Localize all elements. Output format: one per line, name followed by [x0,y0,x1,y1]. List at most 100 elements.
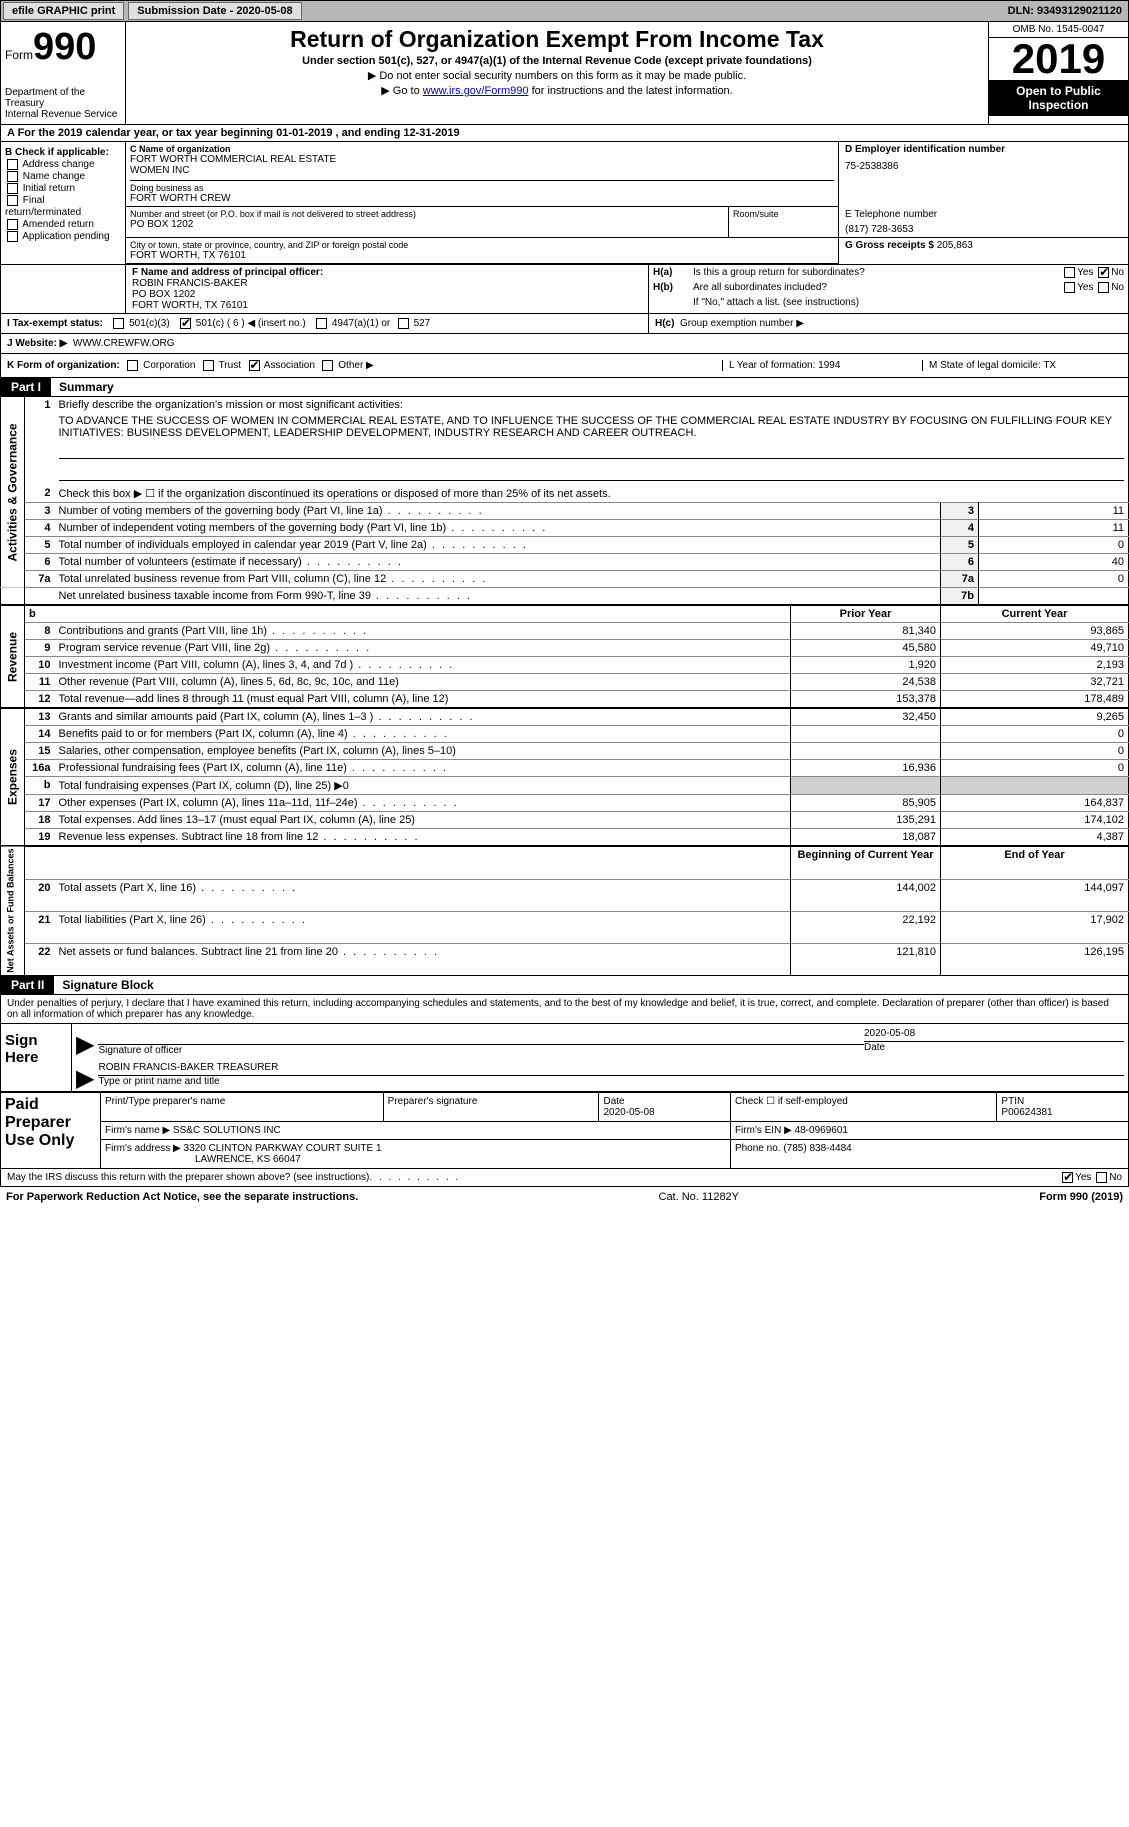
line16b-prior [791,777,941,795]
line12-num: 12 [25,691,55,709]
part2-header-row: Part II Signature Block [0,976,1129,995]
dln-label: DLN: 93493129021120 [1008,5,1128,17]
chk-application-pending[interactable]: Application pending [5,231,121,242]
box-hc: H(c) Group exemption number ▶ [648,314,1128,333]
chk-name-change[interactable]: Name change [5,171,121,182]
line5-text: Total number of individuals employed in … [59,539,427,551]
line17-num: 17 [25,795,55,812]
line16a-curr: 0 [941,760,1129,777]
line17-prior: 85,905 [791,795,941,812]
line18-text: Total expenses. Add lines 13–17 (must eq… [59,814,415,826]
irs-link[interactable]: www.irs.gov/Form990 [423,85,529,97]
current-year-hdr: Current Year [941,605,1129,623]
line20-curr: 144,097 [941,879,1129,911]
tax-year-line: A For the 2019 calendar year, or tax yea… [0,125,1129,142]
header-mid: Return of Organization Exempt From Incom… [126,22,988,124]
street-value: PO BOX 1202 [130,219,724,230]
part2-title: Signature Block [54,976,161,994]
line16b-curr [941,777,1129,795]
line1-text: Briefly describe the organization's miss… [55,397,1129,413]
org-name-cell: C Name of organization FORT WORTH COMMER… [126,142,838,207]
dba-label: Doing business as [130,183,834,193]
line16b-text: Total fundraising expenses (Part IX, col… [59,780,349,792]
chk-final-return[interactable]: Final return/terminated [5,195,121,217]
line10-prior: 1,920 [791,657,941,674]
efile-print-button[interactable]: efile GRAPHIC print [3,2,124,20]
goto-line: ▶ Go to www.irs.gov/Form990 for instruct… [130,84,984,97]
line14-num: 14 [25,726,55,743]
line13-text: Grants and similar amounts paid (Part IX… [59,711,374,723]
irs-label: Internal Revenue Service [5,109,121,120]
prep-ptin-cell: PTINP00624381 [997,1093,1129,1122]
sign-here-label: Sign Here [1,1024,71,1091]
prep-name-label: Print/Type preparer's name [101,1093,384,1122]
gross-receipts-value: 205,863 [937,240,973,251]
submission-date-button[interactable]: Submission Date - 2020-05-08 [128,2,301,20]
form-title: Return of Organization Exempt From Incom… [130,26,984,53]
ha-no-checkbox[interactable] [1098,267,1109,278]
block-fh: F Name and address of principal officer:… [0,264,1129,314]
prep-selfemp-cell: Check ☐ if self-employed [730,1093,996,1122]
line8-prior: 81,340 [791,623,941,640]
line12-curr: 178,489 [941,691,1129,709]
line22-curr: 126,195 [941,944,1129,976]
line19-prior: 18,087 [791,829,941,847]
line10-text: Investment income (Part VIII, column (A)… [59,659,354,671]
hb-note: If "No," attach a list. (see instruction… [693,297,859,308]
line7b-val [979,588,1129,606]
discuss-yes-checkbox[interactable] [1062,1172,1073,1183]
hc-text: Group exemption number ▶ [680,318,804,329]
phone-label: E Telephone number [845,209,1122,220]
line3-num: 3 [25,503,55,520]
line10-num: 10 [25,657,55,674]
line3-text: Number of voting members of the governin… [59,505,383,517]
firm-addr-cell: Firm's address ▶ 3320 CLINTON PARKWAY CO… [101,1140,731,1169]
chk-4947[interactable] [316,318,327,329]
chk-501c3[interactable] [113,318,124,329]
mission-blank-1 [59,445,1125,459]
line6-text: Total number of volunteers (estimate if … [59,556,302,568]
chk-501c[interactable] [180,318,191,329]
hb-yes-checkbox[interactable] [1064,282,1075,293]
officer-addr2: FORT WORTH, TX 76101 [132,300,642,311]
discuss-no-checkbox[interactable] [1096,1172,1107,1183]
chk-initial-return[interactable]: Initial return [5,183,121,194]
type-name-label: Type or print name and title [98,1076,1124,1087]
line18-curr: 174,102 [941,812,1129,829]
chk-other[interactable] [322,360,333,371]
footer-last: For Paperwork Reduction Act Notice, see … [0,1187,1129,1207]
line21-text: Total liabilities (Part X, line 26) [59,914,206,926]
line4-val: 11 [979,520,1129,537]
line14-curr: 0 [941,726,1129,743]
hb-no-checkbox[interactable] [1098,282,1109,293]
form-header: Form990 Department of the Treasury Inter… [0,22,1129,125]
line3-box: 3 [941,503,979,520]
part1-header-row: Part I Summary [0,378,1129,397]
chk-assoc[interactable] [249,360,260,371]
line9-prior: 45,580 [791,640,941,657]
line6-num: 6 [25,554,55,571]
firm-name-cell: Firm's name ▶ SS&C SOLUTIONS INC [101,1122,731,1140]
chk-corp[interactable] [127,360,138,371]
line12-text: Total revenue—add lines 8 through 11 (mu… [59,693,449,705]
line11-curr: 32,721 [941,674,1129,691]
paid-preparer-label: Paid Preparer Use Only [1,1093,101,1169]
chk-527[interactable] [398,318,409,329]
line18-prior: 135,291 [791,812,941,829]
block-klm: K Form of organization: Corporation Trus… [0,354,1129,378]
ha-yes-checkbox[interactable] [1064,267,1075,278]
chk-address-change[interactable]: Address change [5,159,121,170]
paperwork-notice: For Paperwork Reduction Act Notice, see … [6,1191,358,1203]
line7a-text: Total unrelated business revenue from Pa… [59,573,387,585]
part1-badge: Part I [1,378,51,396]
line4-box: 4 [941,520,979,537]
line10-curr: 2,193 [941,657,1129,674]
box-e: E Telephone number (817) 728-3653 [838,207,1128,237]
line22-num: 22 [25,944,55,976]
line20-text: Total assets (Part X, line 16) [59,882,197,894]
line13-prior: 32,450 [791,708,941,726]
chk-trust[interactable] [203,360,214,371]
street-cell: Number and street (or P.O. box if mail i… [126,207,728,237]
chk-amended-return[interactable]: Amended return [5,219,121,230]
line15-curr: 0 [941,743,1129,760]
